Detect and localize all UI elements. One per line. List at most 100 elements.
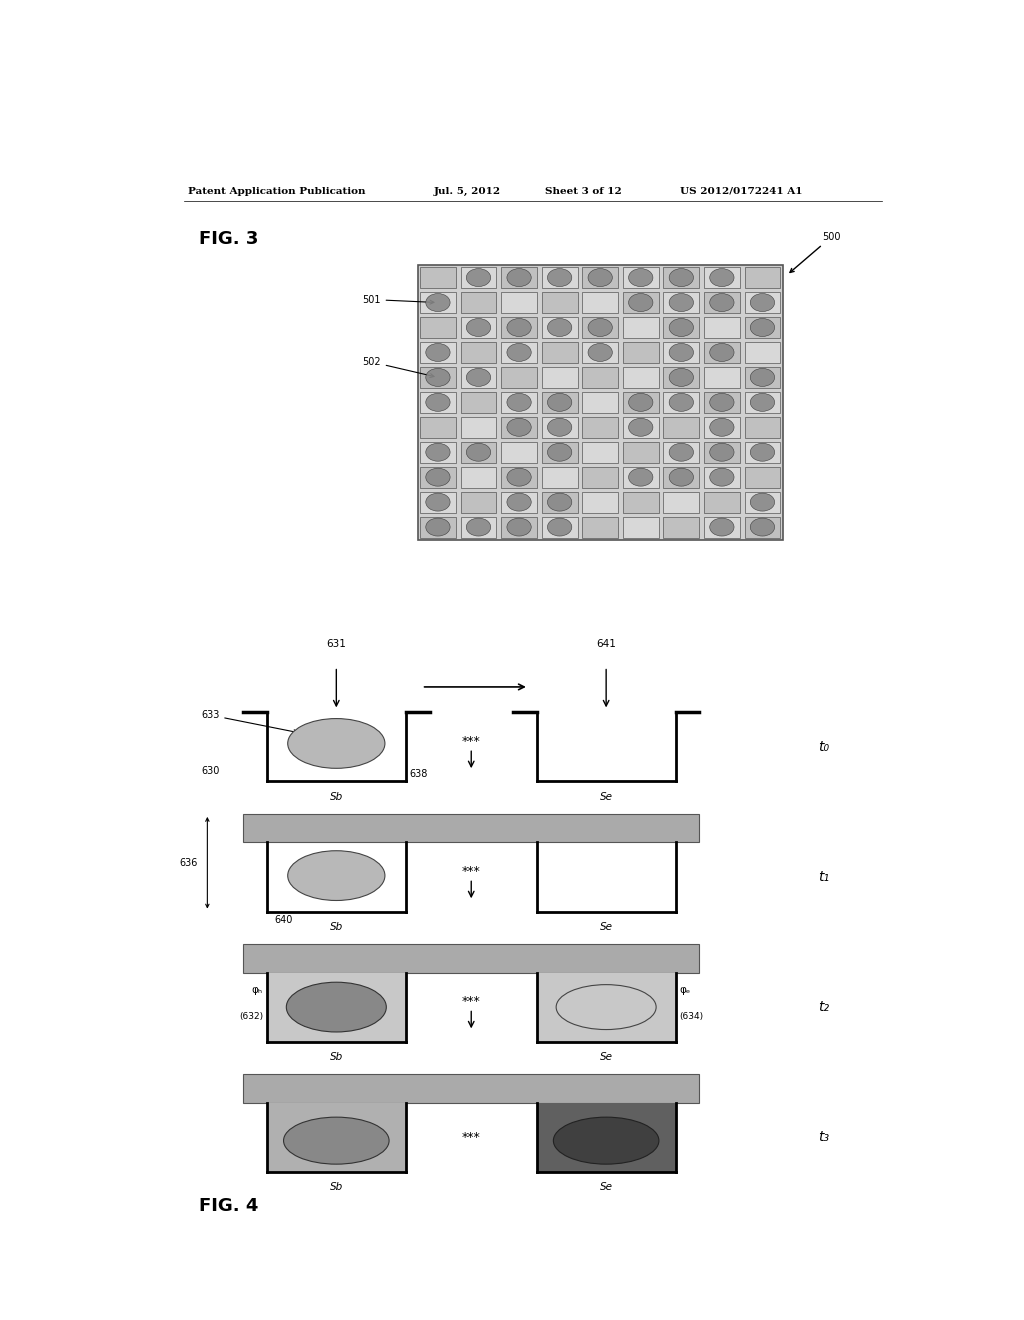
- Text: 502: 502: [362, 356, 434, 378]
- Bar: [583, 417, 618, 438]
- Bar: [461, 267, 497, 288]
- Ellipse shape: [751, 494, 774, 511]
- Bar: [703, 342, 739, 363]
- Text: FIG. 4: FIG. 4: [200, 1197, 259, 1216]
- Bar: [461, 467, 497, 487]
- Bar: [420, 367, 456, 388]
- Bar: [243, 814, 699, 842]
- Ellipse shape: [288, 718, 385, 768]
- Bar: [501, 392, 537, 413]
- Ellipse shape: [751, 318, 774, 337]
- Ellipse shape: [751, 517, 774, 536]
- Text: φₑ: φₑ: [680, 985, 691, 995]
- Bar: [583, 317, 618, 338]
- Bar: [744, 392, 780, 413]
- Ellipse shape: [669, 343, 693, 362]
- Ellipse shape: [710, 393, 734, 412]
- Text: t₃: t₃: [818, 1130, 829, 1144]
- Text: US 2012/0172241 A1: US 2012/0172241 A1: [680, 187, 802, 195]
- Ellipse shape: [669, 318, 693, 337]
- Bar: [664, 417, 699, 438]
- Ellipse shape: [507, 268, 531, 286]
- Bar: [542, 342, 578, 363]
- Ellipse shape: [466, 517, 490, 536]
- Bar: [623, 417, 658, 438]
- Ellipse shape: [710, 268, 734, 286]
- Bar: [267, 1102, 406, 1172]
- Bar: [537, 1102, 676, 1172]
- Text: Sb: Sb: [330, 1052, 343, 1061]
- Bar: [703, 442, 739, 463]
- Text: Sb: Sb: [330, 921, 343, 932]
- Bar: [744, 367, 780, 388]
- Bar: [542, 442, 578, 463]
- Ellipse shape: [669, 368, 693, 387]
- Text: Sheet 3 of 12: Sheet 3 of 12: [545, 187, 622, 195]
- Ellipse shape: [426, 517, 451, 536]
- Bar: [461, 516, 497, 537]
- Ellipse shape: [466, 368, 490, 387]
- Ellipse shape: [548, 444, 571, 461]
- Ellipse shape: [669, 469, 693, 486]
- Ellipse shape: [751, 393, 774, 412]
- Bar: [501, 491, 537, 512]
- Text: ST: ST: [331, 1084, 342, 1093]
- Bar: [461, 292, 497, 313]
- Text: 631: 631: [327, 639, 346, 649]
- Bar: [420, 467, 456, 487]
- Bar: [664, 267, 699, 288]
- Bar: [744, 491, 780, 512]
- Bar: [501, 317, 537, 338]
- Bar: [501, 367, 537, 388]
- Ellipse shape: [507, 494, 531, 511]
- Bar: [501, 267, 537, 288]
- Bar: [703, 292, 739, 313]
- Ellipse shape: [507, 318, 531, 337]
- Ellipse shape: [629, 418, 653, 437]
- Text: ST: ST: [600, 824, 611, 833]
- Ellipse shape: [466, 268, 490, 286]
- Bar: [703, 417, 739, 438]
- Text: φₕ: φₕ: [252, 985, 263, 995]
- Text: ST: ST: [600, 1084, 611, 1093]
- Ellipse shape: [548, 494, 571, 511]
- Bar: [501, 516, 537, 537]
- Text: ST: ST: [600, 954, 611, 962]
- Text: 501: 501: [362, 294, 434, 305]
- Text: 636: 636: [179, 858, 198, 867]
- Ellipse shape: [284, 1117, 389, 1164]
- Bar: [461, 342, 497, 363]
- Bar: [583, 516, 618, 537]
- Bar: [420, 417, 456, 438]
- Bar: [703, 467, 739, 487]
- Ellipse shape: [426, 368, 451, 387]
- Bar: [542, 292, 578, 313]
- Text: 633: 633: [201, 710, 298, 734]
- Ellipse shape: [751, 293, 774, 312]
- Ellipse shape: [751, 368, 774, 387]
- Bar: [744, 292, 780, 313]
- Ellipse shape: [710, 469, 734, 486]
- Bar: [461, 392, 497, 413]
- Ellipse shape: [710, 418, 734, 437]
- Bar: [267, 973, 406, 1041]
- Ellipse shape: [287, 982, 386, 1032]
- Bar: [623, 292, 658, 313]
- Ellipse shape: [507, 343, 531, 362]
- Text: Sb: Sb: [330, 792, 343, 801]
- Text: 638: 638: [410, 770, 428, 779]
- Text: 641: 641: [596, 639, 616, 649]
- Ellipse shape: [426, 393, 451, 412]
- Bar: [583, 442, 618, 463]
- Ellipse shape: [548, 517, 571, 536]
- Bar: [420, 392, 456, 413]
- Ellipse shape: [629, 293, 653, 312]
- Ellipse shape: [548, 268, 571, 286]
- Bar: [537, 973, 676, 1041]
- Text: ***: ***: [462, 865, 480, 878]
- Bar: [542, 392, 578, 413]
- Bar: [542, 491, 578, 512]
- Bar: [461, 442, 497, 463]
- Ellipse shape: [710, 517, 734, 536]
- Bar: [420, 292, 456, 313]
